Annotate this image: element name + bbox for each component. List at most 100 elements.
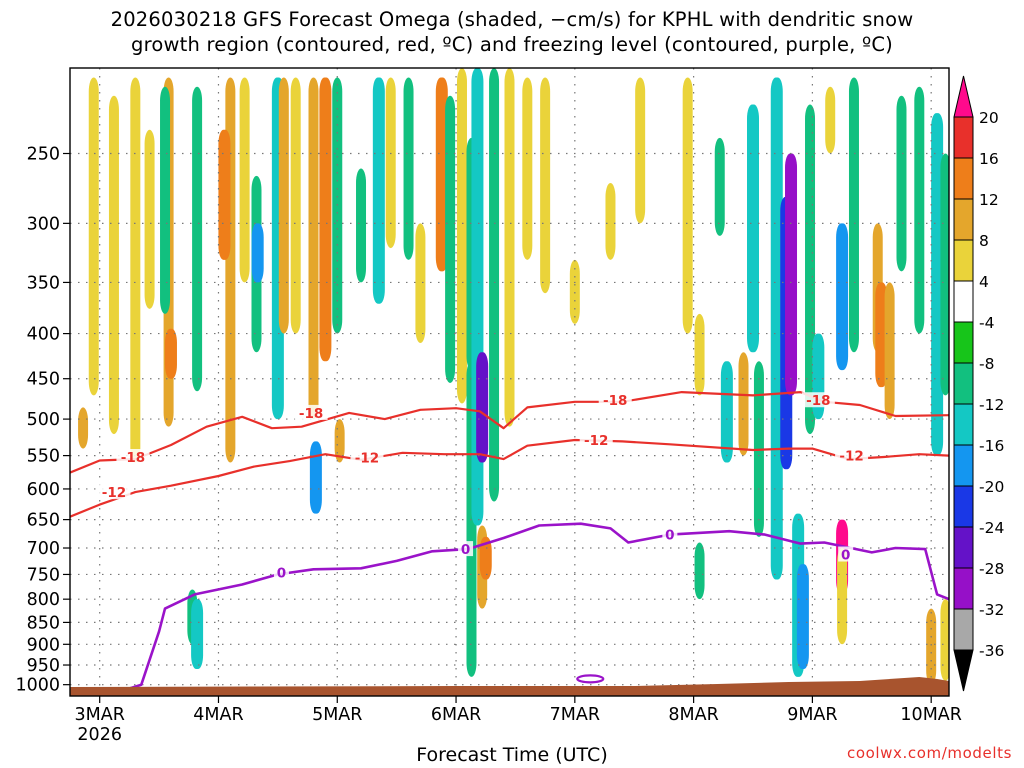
colorbar-label-7: -12 (979, 396, 1004, 414)
omega-cell-15 (251, 223, 264, 283)
colorbar-segment-4 (953, 280, 974, 323)
colorbar-label-1: 16 (979, 150, 999, 168)
omega-cell-50 (738, 352, 749, 456)
omega-cell-30 (445, 95, 456, 383)
omega-cell-6 (164, 328, 177, 379)
x-tick-label-8MAR: 8MAR (668, 705, 718, 725)
x-year-label: 2026 (77, 725, 122, 745)
omega-cell-45 (682, 77, 693, 334)
isotherm-label--12-2: -12 (584, 433, 608, 449)
colorbar-segment-8 (953, 444, 974, 487)
isotherm-label--12-3: -12 (839, 449, 863, 465)
x-tick-label-5MAR: 5MAR (312, 705, 362, 725)
x-tick-label-10MAR: 10MAR (900, 705, 962, 725)
y-tick-label-700: 700 (27, 539, 60, 559)
omega-cell-20 (319, 77, 332, 362)
omega-cell-49 (694, 542, 705, 600)
y-tick-label-850: 850 (27, 613, 60, 633)
omega-cell-1 (88, 77, 99, 396)
isotherm-label-bg--18-3 (801, 392, 835, 408)
y-tick-label-900: 900 (27, 635, 60, 655)
terrain-ground (70, 677, 949, 696)
omega-cell-60 (825, 86, 836, 154)
omega-cell-72 (926, 608, 937, 685)
omega-cell-3 (130, 77, 141, 463)
colorbar-label-11: -28 (979, 560, 1004, 578)
omega-cell-23 (334, 419, 345, 463)
x-axis-label: Forecast Time (UTC) (416, 744, 608, 766)
omega-cell-61 (836, 223, 849, 371)
omega-cell-12 (218, 129, 231, 260)
colorbar-label-10: -24 (979, 519, 1004, 537)
colorbar-segment-9 (953, 485, 974, 528)
isotherm-0-closed-contour (576, 674, 605, 684)
colorbar-label-13: -36 (979, 642, 1004, 660)
omega-cell-4 (144, 129, 155, 309)
isotherm-label-bg--12-2 (579, 431, 613, 447)
isotherm-contours: -18 -18 -18 -18 -12 -12 -12 -12 0 0 0 0 (70, 391, 949, 696)
omega-cell-46 (694, 313, 705, 396)
omega-cell-68 (896, 95, 907, 272)
chart-title-line-1: 2026030218 GFS Forecast Omega (shaded, −… (110, 8, 914, 31)
omega-cell-27 (403, 77, 414, 260)
omega-cell-63 (837, 548, 848, 645)
y-tick-label-750: 750 (27, 565, 60, 585)
omega-cell-13 (239, 77, 250, 283)
omega-cell-2 (108, 95, 119, 435)
omega-cell-26 (385, 77, 396, 249)
colorbar-label-2: 12 (979, 191, 999, 209)
isotherm-label--18-2: -18 (603, 393, 627, 409)
isotherm-label--12-1: -12 (355, 451, 379, 467)
y-tick-label-600: 600 (27, 480, 60, 500)
omega-cell-8 (192, 86, 203, 392)
isotherm-label-bg-0-3 (838, 546, 854, 562)
omega-cell-24 (356, 168, 367, 283)
colorbar-top-arrow (953, 75, 974, 118)
omega-cell-73 (940, 599, 949, 681)
y-tick-label-350: 350 (27, 273, 60, 293)
omega-cell-39 (504, 68, 515, 427)
isotherm-label--18-0: -18 (121, 450, 145, 466)
y-tick-label-500: 500 (27, 410, 60, 430)
isotherm-label--18-1: -18 (299, 406, 323, 422)
omega-cell-18 (290, 77, 301, 334)
y-tick-label-300: 300 (27, 214, 60, 234)
omega-cell-40 (522, 77, 533, 260)
isotherm-label-bg--18-2 (598, 392, 632, 408)
omega-cell-7 (160, 86, 171, 314)
colorbar-label-8: -16 (979, 437, 1004, 455)
y-tick-label-800: 800 (27, 590, 60, 610)
isotherm-label-0-2: 0 (665, 528, 674, 544)
x-tick-label-6MAR: 6MAR (431, 705, 481, 725)
colorbar-label-5: -4 (979, 314, 994, 332)
omega-cell-66 (875, 282, 888, 388)
omega-cell-57 (796, 564, 809, 670)
omega-cell-35 (476, 352, 489, 463)
colorbar-label-12: -32 (979, 601, 1004, 619)
isotherm-label-0-0: 0 (277, 565, 286, 581)
omega-cell-44 (635, 77, 646, 224)
y-tick-label-400: 400 (27, 325, 60, 345)
omega-cell-17 (278, 77, 289, 334)
omega-cell-22 (332, 77, 343, 334)
isotherm-label-bg--18-1 (294, 404, 328, 420)
x-tick-label-9MAR: 9MAR (787, 705, 837, 725)
omega-cell-47 (714, 137, 725, 236)
omega-cell-10 (191, 599, 204, 670)
colorbar-segment-10 (953, 526, 974, 569)
colorbar-label-0: 20 (979, 109, 999, 127)
isotherm-label-bg-0-0 (273, 564, 289, 580)
omega-cell-19 (308, 77, 319, 420)
colorbar-segment-11 (953, 567, 974, 610)
isotherm-label-bg-0-1 (458, 541, 474, 557)
isotherm-label--18-3: -18 (806, 393, 830, 409)
y-tick-label-950: 950 (27, 656, 60, 676)
colorbar-segment-7 (953, 403, 974, 446)
colorbar-label-4: 4 (979, 273, 989, 291)
omega-cell-21 (309, 441, 322, 514)
y-tick-label-450: 450 (27, 370, 60, 390)
omega-cell-28 (415, 223, 426, 344)
omega-cell-70 (931, 113, 944, 456)
colorbar-label-6: -8 (979, 355, 994, 373)
